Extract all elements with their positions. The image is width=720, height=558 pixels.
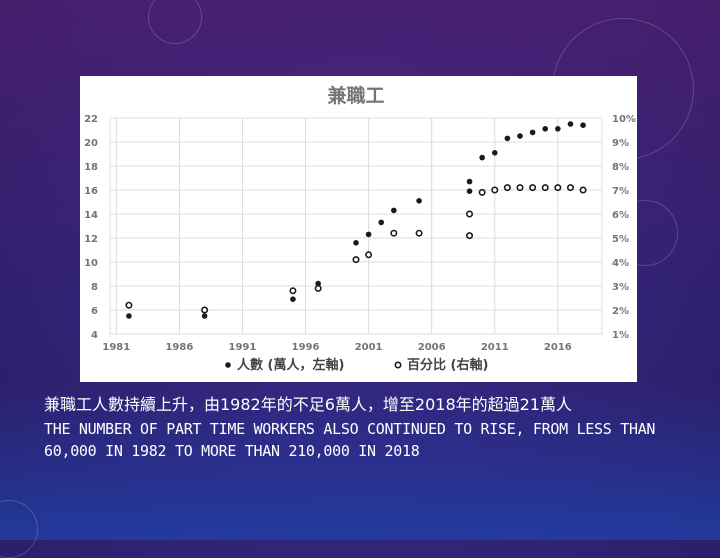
y-left-tick-label: 6	[91, 306, 98, 317]
x-tick-label: 1991	[229, 342, 257, 353]
data-point-workers	[517, 133, 523, 139]
legend-label-percentage: 百分比 (右軸)	[407, 357, 488, 373]
data-point-workers	[542, 126, 549, 132]
x-tick-label: 2001	[355, 342, 383, 353]
data-point-percentage	[579, 186, 587, 194]
y-left-tick-label: 4	[91, 330, 98, 341]
data-point-workers	[378, 219, 385, 226]
x-tick-label: 2006	[418, 342, 446, 353]
data-point-workers	[466, 188, 473, 194]
scatter-chart: 兼職工 4 6 8 10 12 14 16 18 20 22 1% 2% 3% 4% 5% 6% 7% 8% 9% 10…	[84, 84, 636, 373]
plot-area-border	[109, 117, 603, 335]
data-point-workers	[353, 240, 359, 246]
slide-caption: 兼職工人數持續上升，由1982年的不足6萬人，增至2018年的超過21萬人 TH…	[44, 395, 684, 462]
data-point-percentage	[201, 306, 209, 314]
data-point-workers	[529, 129, 536, 136]
data-point-percentage	[365, 251, 373, 259]
y-left-tick-label: 10	[84, 258, 98, 269]
data-point-percentage	[541, 184, 549, 192]
y-left-tick-label: 18	[84, 162, 98, 173]
data-point-percentage	[415, 229, 423, 237]
y-right-tick-label: 6%	[612, 210, 629, 221]
data-point-workers	[315, 280, 321, 287]
data-point-workers	[567, 121, 574, 127]
data-point-workers	[290, 296, 296, 302]
data-point-workers	[504, 135, 511, 142]
background-gradient-bottom	[0, 380, 720, 540]
data-point-percentage	[529, 184, 537, 192]
y-right-tick-label: 10%	[612, 114, 636, 125]
y-right-tick-label: 1%	[612, 330, 629, 341]
data-point-percentage	[554, 184, 562, 192]
x-tick-label: 1986	[165, 342, 193, 353]
data-point-percentage	[125, 301, 133, 309]
x-tick-label: 1996	[292, 342, 320, 353]
y-right-tick-label: 7%	[612, 186, 629, 197]
data-point-percentage	[466, 232, 474, 240]
y-right-tick-label: 5%	[612, 234, 629, 245]
data-point-percentage	[390, 229, 398, 237]
legend-marker-percentage	[394, 361, 402, 369]
data-point-workers	[416, 198, 422, 204]
caption-chinese: 兼職工人數持續上升，由1982年的不足6萬人，增至2018年的超過21萬人	[44, 395, 572, 414]
data-point-workers	[126, 313, 132, 319]
y-right-tick-label: 4%	[612, 258, 629, 269]
data-point-workers	[555, 126, 561, 132]
decorative-circle	[148, 0, 202, 44]
data-point-workers	[365, 231, 372, 238]
legend-marker-workers	[225, 362, 231, 368]
y-right-tick-label: 8%	[612, 162, 629, 173]
y-left-tick-label: 14	[84, 210, 98, 221]
data-point-percentage	[503, 184, 511, 192]
x-tick-label: 2016	[544, 342, 572, 353]
y-right-tick-label: 9%	[612, 138, 629, 149]
data-point-workers	[201, 313, 208, 319]
data-point-percentage	[466, 210, 474, 218]
data-point-workers	[391, 207, 397, 214]
data-point-percentage	[289, 287, 297, 295]
data-point-workers	[491, 150, 498, 156]
y-right-tick-label: 2%	[612, 306, 629, 317]
data-point-workers	[479, 154, 485, 161]
data-point-percentage	[314, 284, 322, 292]
y-left-tick-label: 20	[84, 138, 98, 149]
data-point-workers	[580, 122, 586, 128]
y-left-tick-label: 22	[84, 114, 98, 125]
x-tick-label: 1981	[102, 342, 130, 353]
data-point-percentage	[516, 184, 524, 192]
y-right-tick-label: 3%	[612, 282, 629, 293]
y-left-tick-label: 12	[84, 234, 98, 245]
data-point-percentage	[491, 186, 499, 194]
data-point-percentage	[566, 184, 574, 192]
x-tick-label: 2011	[481, 342, 509, 353]
data-point-percentage	[352, 256, 360, 264]
caption-english: THE NUMBER OF PART TIME WORKERS ALSO CON…	[44, 420, 656, 460]
data-point-workers	[466, 178, 473, 185]
legend-label-workers: 人數 (萬人，左軸)	[237, 357, 344, 373]
data-point-percentage	[478, 188, 486, 196]
chart-title: 兼職工	[327, 84, 384, 107]
y-left-tick-label: 16	[84, 186, 98, 197]
chart-card: 兼職工 4 6 8 10 12 14 16 18 20 22 1% 2% 3% 4% 5% 6% 7% 8% 9% 10…	[80, 76, 637, 382]
y-left-tick-label: 8	[91, 282, 98, 293]
